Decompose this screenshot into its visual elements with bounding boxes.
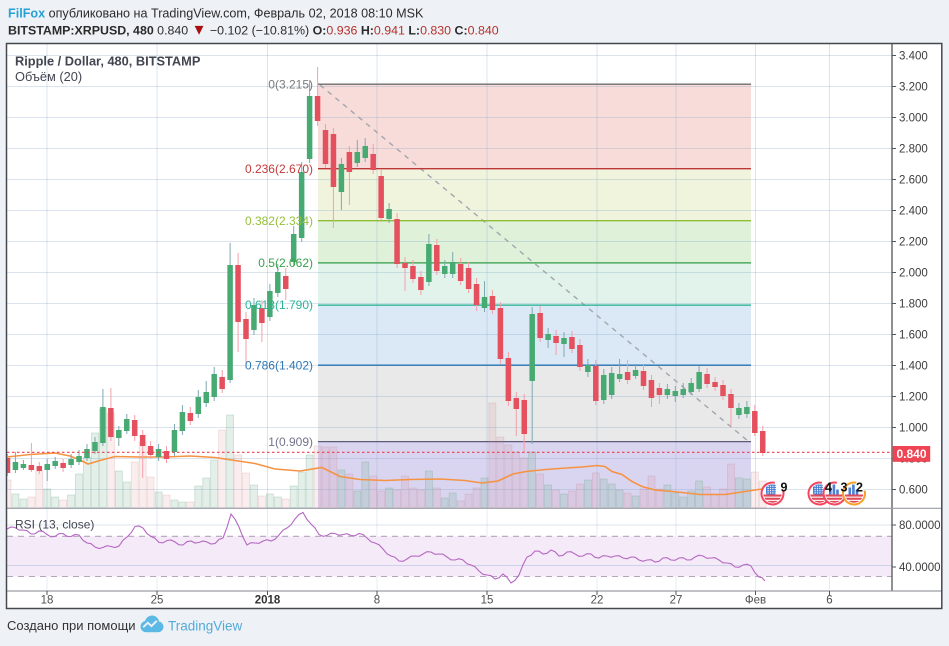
svg-text:1(0.909): 1(0.909) <box>268 435 313 449</box>
svg-text:1.400: 1.400 <box>899 361 928 373</box>
svg-text:0.236(2.670): 0.236(2.670) <box>245 162 313 176</box>
svg-text:2.200: 2.200 <box>899 237 928 249</box>
svg-text:2: 2 <box>856 481 863 495</box>
svg-text:0(3.215): 0(3.215) <box>268 77 313 91</box>
svg-text:BITSTAMP:XRPUSD, 480 0.840 ▼ −: BITSTAMP:XRPUSD, 480 0.840 ▼ −0.102 (−10… <box>8 22 499 39</box>
svg-text:40.0000: 40.0000 <box>899 562 941 574</box>
svg-text:80.0000: 80.0000 <box>899 520 941 532</box>
svg-text:0.600: 0.600 <box>899 485 928 497</box>
svg-text:9: 9 <box>781 481 788 495</box>
svg-text:6: 6 <box>826 595 832 607</box>
svg-text:1.800: 1.800 <box>899 299 928 311</box>
svg-text:0.618(1.790): 0.618(1.790) <box>245 298 313 312</box>
svg-text:2018: 2018 <box>255 595 281 607</box>
svg-text:FilFox опубликовано на Trading: FilFox опубликовано на TradingView.com, … <box>8 7 424 21</box>
svg-text:2.600: 2.600 <box>899 175 928 187</box>
svg-text:18: 18 <box>41 595 54 607</box>
svg-text:22: 22 <box>591 595 604 607</box>
svg-text:3.400: 3.400 <box>899 51 928 63</box>
svg-text:Ripple / Dollar, 480, BITSTAMP: Ripple / Dollar, 480, BITSTAMP <box>15 54 201 69</box>
svg-text:0.5(2.062): 0.5(2.062) <box>258 256 313 270</box>
svg-text:3.000: 3.000 <box>899 113 928 125</box>
svg-text:Создано при помощи: Создано при помощи <box>7 618 136 633</box>
svg-text:27: 27 <box>670 595 683 607</box>
svg-text:Фев: Фев <box>745 595 766 607</box>
svg-text:0.382(2.334): 0.382(2.334) <box>245 214 313 228</box>
svg-text:0.786(1.402): 0.786(1.402) <box>245 358 313 372</box>
svg-text:1.000: 1.000 <box>899 423 928 435</box>
svg-text:Объём (20): Объём (20) <box>15 69 82 84</box>
svg-text:4: 4 <box>825 481 832 495</box>
svg-text:0.840: 0.840 <box>896 447 926 461</box>
svg-text:TradingView: TradingView <box>168 619 243 634</box>
svg-text:3.200: 3.200 <box>899 82 928 94</box>
svg-text:3: 3 <box>841 481 848 495</box>
svg-text:RSI (13, close): RSI (13, close) <box>15 518 94 532</box>
svg-text:1.200: 1.200 <box>899 392 928 404</box>
svg-text:2.000: 2.000 <box>899 268 928 280</box>
svg-text:1.600: 1.600 <box>899 330 928 342</box>
svg-text:2.800: 2.800 <box>899 144 928 156</box>
svg-text:15: 15 <box>481 595 494 607</box>
svg-text:25: 25 <box>151 595 164 607</box>
svg-text:8: 8 <box>374 595 380 607</box>
svg-text:2.400: 2.400 <box>899 206 928 218</box>
